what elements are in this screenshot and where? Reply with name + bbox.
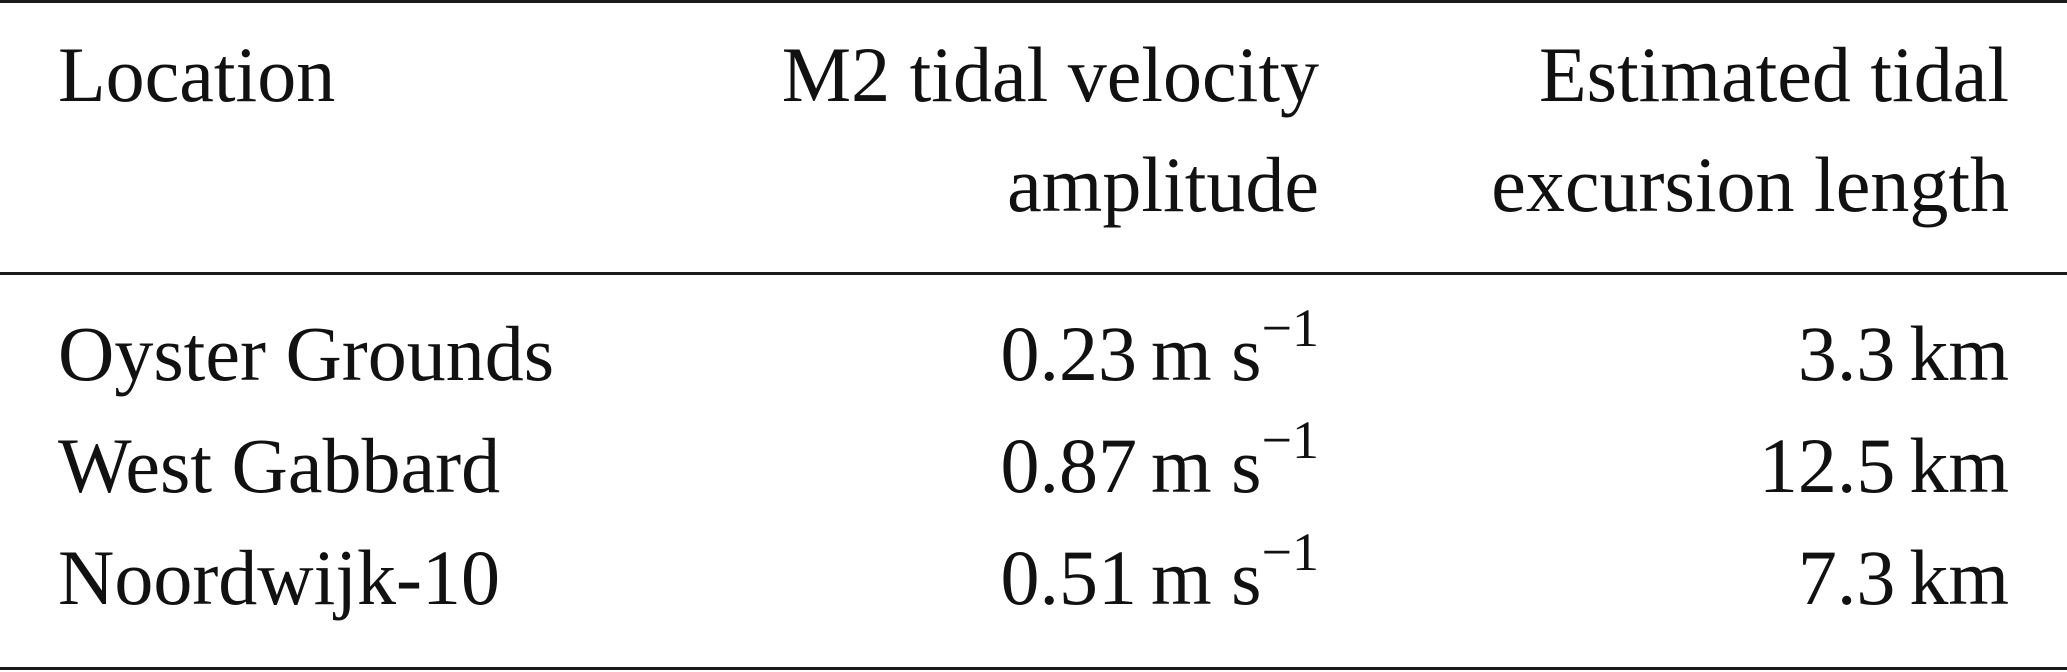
row-velocity: 0.23 m s−1: [1001, 301, 1320, 393]
row-excursion: 3.3 km: [1798, 315, 2009, 393]
header-location: Location: [58, 31, 336, 118]
excursion-value: 3.3: [1797, 310, 1896, 397]
header-rule: [0, 272, 2067, 275]
velocity-unit: m s−1: [1151, 413, 1319, 509]
excursion-value: 12.5: [1758, 422, 1896, 509]
row-velocity: 0.87 m s−1: [1001, 413, 1320, 505]
velocity-unit-text: m s: [1151, 422, 1262, 509]
excursion-unit: km: [1909, 422, 2009, 509]
velocity-unit: m s−1: [1151, 301, 1319, 397]
velocity-unit-exponent: −1: [1261, 410, 1319, 470]
header-excursion-line2: excursion length: [1491, 141, 2009, 228]
excursion-value: 7.3: [1797, 534, 1896, 621]
velocity-unit-exponent: −1: [1261, 298, 1319, 358]
header-velocity-line1: M2 tidal velocity: [781, 31, 1319, 118]
velocity-value: 0.23: [1000, 310, 1138, 397]
velocity-value: 0.51: [1000, 534, 1138, 621]
row-location: West Gabbard: [58, 422, 501, 509]
header-excursion-line1: Estimated tidal: [1538, 31, 2009, 118]
velocity-unit-exponent: −1: [1261, 522, 1319, 582]
row-location: Noordwijk-10: [58, 534, 500, 621]
row-velocity: 0.51 m s−1: [1001, 525, 1320, 617]
header-velocity-line2: amplitude: [1007, 141, 1319, 228]
bottom-rule: [0, 667, 2067, 670]
row-excursion: 7.3 km: [1798, 539, 2009, 617]
velocity-unit-text: m s: [1151, 310, 1262, 397]
excursion-unit: km: [1909, 310, 2009, 397]
velocity-unit: m s−1: [1151, 525, 1319, 621]
excursion-unit: km: [1909, 534, 2009, 621]
row-location: Oyster Grounds: [58, 310, 555, 397]
top-rule: [0, 0, 2067, 3]
row-excursion: 12.5 km: [1759, 427, 2009, 505]
velocity-unit-text: m s: [1151, 534, 1262, 621]
velocity-value: 0.87: [1000, 422, 1138, 509]
